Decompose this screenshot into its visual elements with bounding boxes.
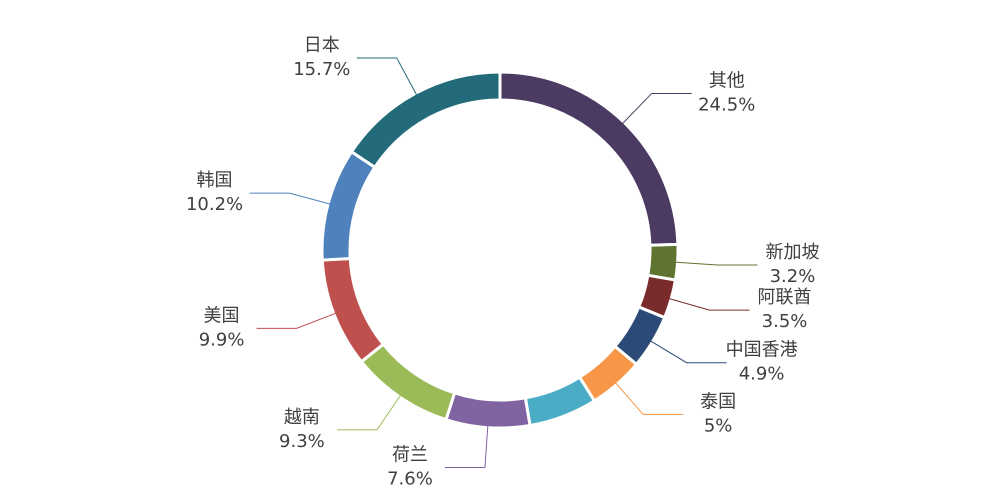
value-label: 9.9% xyxy=(199,329,245,350)
leader-line xyxy=(336,392,403,431)
value-label: 5% xyxy=(704,415,733,436)
slice-label: 越南 xyxy=(284,407,320,428)
slice-label: 其他 xyxy=(709,70,745,91)
value-label: 3.5% xyxy=(762,311,808,332)
leader-line xyxy=(356,57,419,98)
slice-label: 韩国 xyxy=(197,170,233,191)
slice-label: 美国 xyxy=(204,305,240,326)
slice-label: 中国香港 xyxy=(726,340,798,361)
leader-line xyxy=(647,339,727,364)
slice-label: 泰国 xyxy=(700,391,736,412)
leader-line xyxy=(256,311,339,329)
donut-slice xyxy=(320,149,377,262)
donut-slice xyxy=(523,375,597,428)
slice-label: 日本 xyxy=(304,35,340,56)
value-label: 10.2% xyxy=(186,194,243,215)
value-label: 24.5% xyxy=(698,94,755,115)
leader-line xyxy=(613,380,684,415)
donut-slice xyxy=(349,70,502,170)
donut-slice xyxy=(359,342,457,422)
donut-slice xyxy=(320,256,386,364)
leader-line xyxy=(672,261,758,266)
value-label: 15.7% xyxy=(293,59,350,80)
value-label: 3.2% xyxy=(770,266,816,287)
donut-slice xyxy=(498,70,680,247)
leader-line xyxy=(620,92,692,127)
leader-line xyxy=(666,297,750,311)
value-label: 4.9% xyxy=(739,364,785,385)
slice-label: 新加坡 xyxy=(765,242,819,263)
slice-label: 荷兰 xyxy=(392,444,428,465)
slice-label: 阿联酋 xyxy=(758,287,812,308)
leader-line xyxy=(249,192,334,206)
value-label: 7.6% xyxy=(387,468,433,489)
value-label: 9.3% xyxy=(279,431,325,452)
leader-line xyxy=(444,422,489,468)
